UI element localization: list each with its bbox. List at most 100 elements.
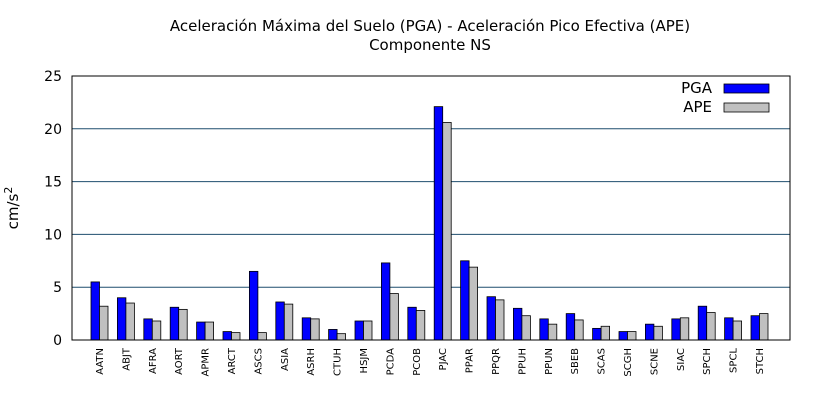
x-tick-label: AFRA (148, 348, 159, 374)
chart-subtitle: Componente NS (369, 36, 491, 54)
x-tick-label: ABJT (121, 347, 132, 371)
y-tick-label: 15 (44, 175, 62, 191)
bar-ape-afra (151, 320, 162, 341)
legend-swatch-pga (723, 83, 770, 94)
svg-text:cm/s2: cm/s2 (2, 187, 22, 230)
x-tick-label: PCDA (385, 348, 396, 376)
bar-ape-aatn (99, 305, 109, 341)
bar-ape-ppqr (495, 299, 505, 341)
bar-ape-pcda (389, 293, 399, 341)
bar-ape-aort (178, 308, 188, 341)
bar-ape-asia (283, 303, 294, 341)
bar-pga-ppar (460, 260, 470, 341)
bar-ape-spch (706, 312, 716, 341)
bar-ape-apmr (204, 321, 215, 341)
bar-pga-siac (671, 318, 681, 341)
y-axis-label-text: cm/s (4, 193, 22, 229)
bar-pga-abjt (117, 297, 127, 341)
bar-pga-scas (592, 327, 602, 341)
bar-pga-afra (143, 318, 153, 341)
bar-pga-ppun (539, 318, 549, 341)
bar-pga-pjac (433, 106, 444, 341)
x-tick-label: SIAC (676, 348, 687, 371)
y-tick-labels: 0 5 10 15 20 25 (44, 69, 62, 349)
bar-ape-scgh (627, 331, 637, 341)
x-tick-label: PPUN (544, 348, 555, 375)
x-tick-label: PJAC (438, 348, 449, 370)
x-tick-label: PPQR (491, 348, 502, 375)
legend-swatch-ape (723, 102, 770, 113)
bar-ape-abjt (125, 302, 135, 341)
x-tick-label: AORT (174, 347, 185, 375)
y-tick-label: 25 (44, 69, 62, 85)
x-tick-label: ASIA (280, 348, 291, 371)
x-tick-labels: AATN ABJT AFRA AORT APMR ARCT ASCS ASIA ASRH CTUH… (95, 347, 766, 376)
bar-ape-ascs (257, 332, 267, 341)
bars (90, 106, 769, 341)
bar-ape-stch (759, 313, 769, 341)
bar-pga-stch (750, 315, 760, 341)
bar-pga-hsjm (354, 320, 364, 341)
bar-ape-arct (231, 332, 241, 341)
legend-label-ape: APE (683, 98, 712, 116)
x-tick-label: CTUH (333, 348, 344, 376)
x-tick-label: AATN (95, 348, 106, 375)
bar-ape-sbeb (574, 319, 584, 341)
bar-pga-asrh (301, 317, 312, 341)
bar-pga-sbeb (565, 313, 576, 341)
y-tick-label: 10 (44, 227, 62, 243)
x-tick-label: ASCS (253, 348, 264, 375)
x-tick-label: SCGH (623, 348, 634, 377)
bar-pga-scgh (618, 331, 628, 341)
plot-frame (71, 75, 791, 341)
bar-pga-spcl (724, 317, 734, 341)
bar-pga-aatn (90, 281, 100, 341)
bar-ape-pjac (442, 122, 452, 341)
bar-ape-scne (653, 325, 663, 341)
bar-pga-apmr (196, 321, 206, 341)
x-tick-label: PPAR (465, 348, 476, 373)
bar-ape-asrh (310, 318, 320, 341)
bar-ape-scas (600, 325, 610, 341)
x-tick-label: ARCT (227, 347, 238, 374)
bar-ape-siac (679, 317, 690, 341)
bar-ape-ctuh (336, 333, 347, 341)
x-tick-label: SPCH (702, 348, 713, 375)
legend-label-pga: PGA (681, 79, 713, 97)
bar-pga-arct (222, 331, 232, 341)
bar-ape-spcl (732, 320, 742, 341)
bar-pga-aort (169, 306, 180, 341)
bar-ape-ppuh (521, 315, 531, 341)
bar-pga-ascs (248, 270, 259, 341)
bar-pga-ppuh (513, 307, 523, 341)
x-tick-label: SCAS (597, 348, 608, 375)
y-axis-label: cm/s2 (2, 187, 22, 230)
y-tick-label: 5 (53, 280, 62, 296)
bar-pga-pcob (407, 306, 417, 341)
gridlines (72, 128, 790, 288)
bar-pga-ppqr (486, 296, 496, 341)
y-tick-label: 0 (53, 333, 62, 349)
x-tick-label: SCNE (649, 348, 660, 375)
x-tick-label: ASRH (306, 348, 317, 376)
x-tick-label: PCOB (412, 348, 423, 376)
bar-ape-ppun (547, 323, 558, 341)
x-tick-label: APMR (201, 348, 212, 376)
y-axis-label-superscript: 2 (2, 187, 15, 194)
bar-ape-ppar (468, 266, 479, 341)
bar-ape-hsjm (363, 320, 373, 341)
x-tick-label: STCH (755, 348, 766, 374)
bar-pga-ctuh (328, 329, 338, 341)
x-tick-label: SPCL (729, 348, 740, 373)
x-tick-label: HSJM (359, 348, 370, 373)
bar-pga-spch (697, 305, 708, 341)
bar-pga-scne (645, 323, 655, 341)
bar-pga-asia (275, 301, 285, 341)
x-tick-label: PPUH (517, 348, 528, 375)
bar-pga-pcda (380, 262, 391, 341)
y-tick-label: 20 (44, 122, 62, 138)
bar-ape-pcob (415, 310, 426, 341)
x-tick-label: SBEB (570, 348, 581, 375)
